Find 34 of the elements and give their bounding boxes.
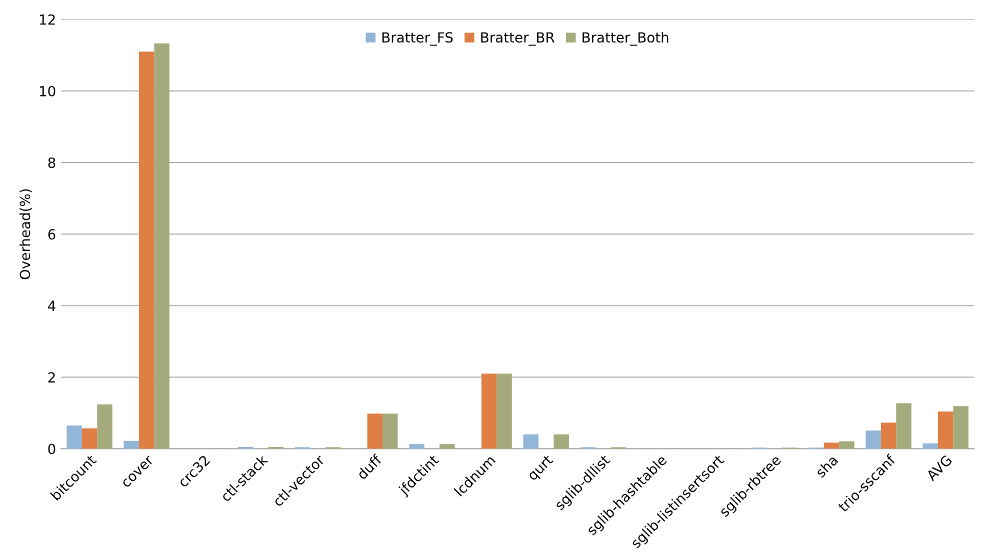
y-tick-label: 6: [48, 229, 56, 240]
bar: [824, 442, 840, 449]
bar: [880, 422, 896, 449]
y-tick-label: 12: [40, 14, 55, 25]
bar: [866, 430, 881, 449]
bar: [124, 440, 140, 449]
bar: [367, 414, 383, 449]
legend-label: Bratter_FS: [382, 32, 453, 46]
x-tick-label: sha: [814, 454, 838, 478]
bar: [554, 434, 569, 449]
bar: [97, 404, 112, 449]
bar: [66, 425, 82, 449]
bar: [523, 434, 539, 449]
y-tick-label: 4: [48, 300, 56, 311]
legend-label: Bratter_BR: [481, 32, 554, 46]
y-tick-label: 0: [48, 444, 56, 454]
bar: [481, 374, 497, 449]
bar: [896, 403, 912, 449]
bar: [839, 441, 854, 449]
bar: [382, 414, 398, 449]
bar: [154, 43, 170, 449]
y-axis-title: Overhead(%): [19, 189, 32, 280]
bar: [409, 444, 424, 449]
bar: [922, 443, 938, 449]
bar: [82, 428, 98, 449]
legend-label: Bratter_Both: [582, 32, 668, 46]
bar: [139, 52, 154, 449]
y-tick-label: 8: [48, 157, 56, 168]
bar: [953, 406, 968, 449]
bar: [938, 412, 954, 449]
bar: [496, 374, 512, 449]
y-tick-label: 2: [48, 372, 55, 382]
bar: [440, 444, 455, 449]
y-tick-label: 10: [40, 86, 56, 96]
